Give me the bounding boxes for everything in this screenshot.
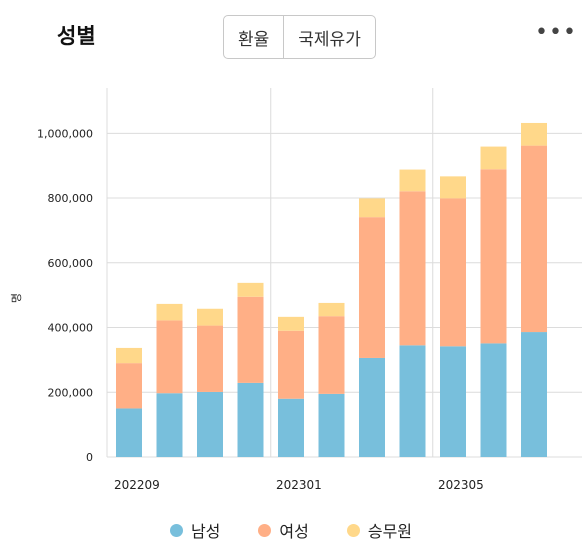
bar-segment bbox=[521, 145, 547, 333]
bar-segment bbox=[359, 217, 385, 358]
indicator-toggle: 환율 국제유가 bbox=[223, 15, 376, 59]
x-tick-label: 202209 bbox=[114, 478, 160, 492]
legend: 남성 여성 승무원 bbox=[0, 518, 582, 542]
legend-dot-crew bbox=[346, 523, 360, 537]
bar-segment bbox=[116, 408, 142, 457]
y-axis-label: 명 bbox=[10, 293, 23, 303]
bar-segment bbox=[440, 198, 466, 347]
bar-segment bbox=[318, 393, 345, 457]
bar-segment bbox=[359, 357, 385, 457]
bar-segment bbox=[156, 393, 183, 457]
x-tick-label: 202301 bbox=[276, 478, 322, 492]
bar-segment bbox=[480, 343, 507, 457]
more-dots-icon[interactable]: ••• bbox=[535, 20, 577, 45]
bar-segment bbox=[521, 332, 547, 457]
bar-segment bbox=[197, 325, 223, 392]
legend-dot-female bbox=[258, 523, 272, 537]
y-tick-label: 0 bbox=[86, 451, 93, 464]
toggle-oil-price[interactable]: 국제유가 bbox=[283, 16, 375, 58]
legend-item-female[interactable]: 여성 bbox=[258, 518, 309, 542]
y-tick-label: 600,000 bbox=[48, 257, 94, 270]
x-tick-label: 202305 bbox=[438, 478, 484, 492]
legend-item-male[interactable]: 남성 bbox=[169, 518, 221, 542]
bar-segment bbox=[399, 191, 426, 346]
y-tick-label: 200,000 bbox=[48, 386, 94, 399]
bar-segment bbox=[480, 169, 507, 344]
legend-label-crew: 승무원 bbox=[367, 522, 413, 541]
bar-segment bbox=[156, 320, 183, 394]
bar-segment bbox=[278, 398, 304, 457]
bar-segment bbox=[359, 198, 385, 218]
bar-segment bbox=[399, 169, 426, 192]
bar-segment bbox=[278, 330, 304, 399]
bar-segment bbox=[521, 122, 547, 146]
bar-segment bbox=[237, 282, 264, 297]
bar-segment bbox=[318, 302, 345, 317]
bar-segment bbox=[440, 346, 466, 457]
bar-segment bbox=[237, 296, 264, 383]
y-tick-label: 800,000 bbox=[48, 192, 94, 205]
bar-segment bbox=[116, 363, 142, 409]
y-tick-label: 400,000 bbox=[48, 322, 94, 335]
chart-title: 성별 bbox=[57, 24, 96, 48]
bar-segment bbox=[480, 146, 507, 170]
bar-segment bbox=[156, 303, 183, 321]
bar-segment bbox=[278, 316, 304, 331]
bar-segment bbox=[197, 391, 223, 457]
legend-item-crew[interactable]: 승무원 bbox=[346, 518, 413, 542]
y-tick-label: 1,000,000 bbox=[37, 127, 93, 140]
bar-segment bbox=[197, 308, 223, 326]
legend-label-male: 남성 bbox=[190, 522, 221, 541]
bar-segment bbox=[237, 382, 264, 457]
legend-dot-male bbox=[169, 523, 183, 537]
bar-segment bbox=[318, 316, 345, 394]
bar-segment bbox=[440, 176, 466, 199]
bar-segment bbox=[399, 345, 426, 457]
toggle-exchange-rate[interactable]: 환율 bbox=[238, 29, 270, 50]
bar-segment bbox=[116, 347, 142, 364]
stacked-bar-chart: 0 200,000 400,000 600,000 800,000 1,000,000 20… bbox=[10, 88, 582, 492]
legend-label-female: 여성 bbox=[279, 522, 309, 541]
